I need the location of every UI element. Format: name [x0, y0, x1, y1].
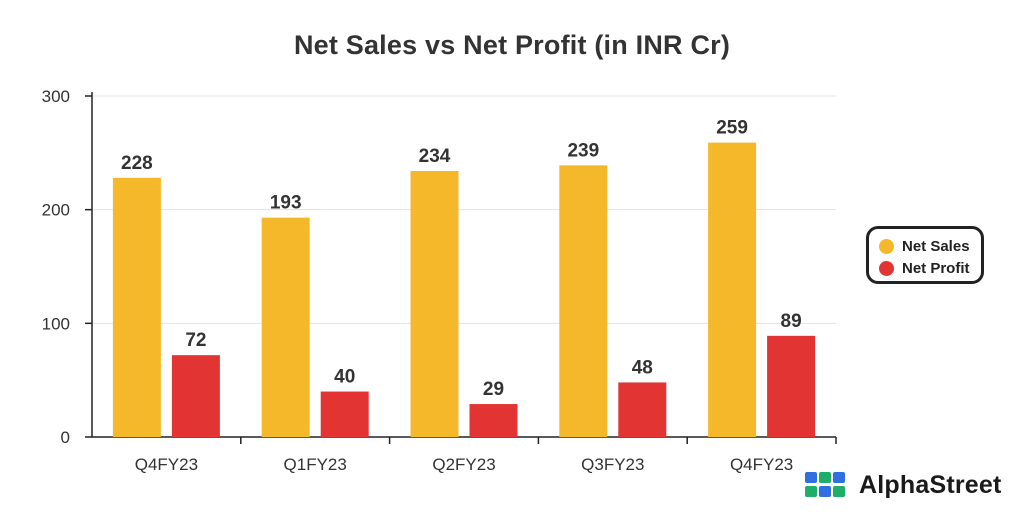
bar-net-sales [559, 165, 608, 437]
y-tick-label: 0 [61, 428, 70, 447]
x-tick-label: Q2FY23 [432, 455, 495, 474]
data-label: 89 [781, 311, 802, 332]
data-label: 72 [185, 330, 206, 351]
bar-net-sales [261, 217, 310, 437]
legend-label-net-sales: Net Sales [902, 237, 970, 255]
y-tick-label: 200 [42, 201, 70, 220]
data-label: 40 [334, 367, 355, 388]
chart-title: Net Sales vs Net Profit (in INR Cr) [293, 30, 731, 60]
data-label: 234 [419, 146, 451, 167]
y-tick-label: 300 [42, 87, 70, 106]
bar-net-profit [320, 391, 369, 437]
legend: Net Sales Net Profit [866, 226, 984, 284]
x-tick-label: Q4FY23 [730, 455, 793, 474]
bar-net-profit [469, 404, 518, 437]
legend-item-net-profit: Net Profit [879, 257, 981, 279]
x-tick-label: Q1FY23 [284, 455, 347, 474]
bar-net-sales [708, 142, 757, 437]
legend-item-net-sales: Net Sales [879, 235, 981, 257]
data-label: 193 [270, 193, 302, 214]
bar-net-sales [410, 171, 459, 437]
legend-swatch-net-sales [879, 238, 894, 254]
legend-label-net-profit: Net Profit [902, 259, 970, 277]
bar-net-sales [112, 177, 161, 437]
x-tick-label: Q3FY23 [581, 455, 644, 474]
bar-net-profit [171, 355, 220, 437]
brand-name: AlphaStreet [859, 470, 1002, 499]
alphastreet-logo-icon [805, 472, 845, 497]
x-tick-label: Q4FY23 [135, 455, 198, 474]
data-label: 239 [567, 140, 599, 161]
legend-swatch-net-profit [879, 260, 894, 276]
data-label: 29 [483, 379, 504, 400]
data-label: 259 [716, 118, 748, 139]
data-label: 48 [632, 357, 653, 378]
brand-logo: AlphaStreet [803, 470, 1002, 500]
bar-net-profit [767, 335, 816, 437]
data-label: 228 [121, 153, 153, 174]
y-tick-label: 100 [42, 314, 70, 333]
bar-net-profit [618, 382, 667, 437]
